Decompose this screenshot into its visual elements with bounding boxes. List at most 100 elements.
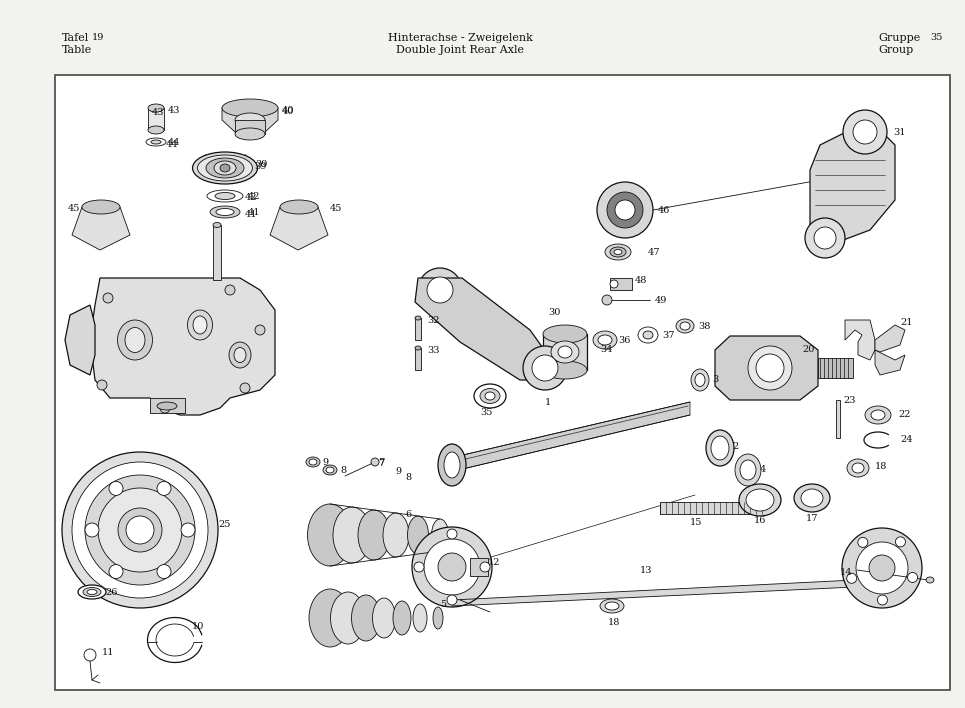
Bar	[818, 358, 853, 378]
Ellipse shape	[680, 322, 690, 330]
Text: 12: 12	[488, 558, 501, 567]
Ellipse shape	[865, 406, 891, 424]
Text: 46: 46	[658, 206, 671, 215]
Bar	[213, 225, 221, 280]
Ellipse shape	[234, 348, 246, 362]
Ellipse shape	[383, 513, 409, 557]
Text: 33: 33	[427, 346, 439, 355]
Ellipse shape	[323, 465, 337, 475]
Text: 19: 19	[92, 33, 104, 42]
Ellipse shape	[706, 430, 734, 466]
Ellipse shape	[691, 369, 709, 391]
Circle shape	[126, 516, 154, 544]
Ellipse shape	[235, 128, 265, 140]
Ellipse shape	[193, 316, 207, 334]
Text: 14: 14	[840, 568, 852, 577]
Text: Double Joint Rear Axle: Double Joint Rear Axle	[396, 45, 524, 55]
Ellipse shape	[393, 601, 411, 635]
Circle shape	[877, 595, 888, 605]
Circle shape	[225, 285, 235, 295]
Text: Group: Group	[878, 45, 913, 55]
Polygon shape	[875, 325, 905, 352]
Text: 35: 35	[480, 408, 492, 417]
Circle shape	[532, 355, 558, 381]
Ellipse shape	[146, 138, 166, 146]
Text: 17: 17	[806, 514, 818, 523]
Polygon shape	[222, 108, 278, 132]
Ellipse shape	[280, 200, 318, 214]
Text: 47: 47	[648, 248, 660, 257]
Circle shape	[424, 539, 480, 595]
Ellipse shape	[415, 346, 421, 350]
Circle shape	[255, 325, 265, 335]
Ellipse shape	[638, 327, 658, 343]
Text: 2: 2	[732, 442, 738, 451]
Ellipse shape	[676, 319, 694, 333]
Text: 40: 40	[282, 107, 294, 116]
Circle shape	[412, 527, 492, 607]
Ellipse shape	[433, 607, 443, 629]
Text: 48: 48	[635, 276, 648, 285]
Ellipse shape	[593, 331, 617, 349]
Circle shape	[748, 346, 792, 390]
Bar	[415, 318, 421, 340]
Text: 45: 45	[330, 204, 343, 213]
Ellipse shape	[474, 384, 506, 408]
Bar	[836, 400, 840, 438]
Text: 44: 44	[166, 140, 179, 149]
Ellipse shape	[407, 516, 428, 554]
Bar	[610, 278, 632, 290]
Circle shape	[85, 523, 99, 537]
Text: 4: 4	[760, 465, 766, 474]
Text: Tafel: Tafel	[62, 33, 89, 43]
Text: 7: 7	[378, 458, 384, 467]
Ellipse shape	[543, 325, 587, 343]
Text: 31: 31	[893, 128, 905, 137]
Text: 8: 8	[340, 466, 346, 475]
Ellipse shape	[83, 588, 101, 597]
Circle shape	[607, 192, 643, 228]
Text: 11: 11	[102, 648, 115, 657]
Text: 39: 39	[255, 160, 267, 169]
Ellipse shape	[229, 342, 251, 368]
Ellipse shape	[222, 99, 278, 117]
Text: 42: 42	[245, 193, 258, 202]
Circle shape	[62, 452, 218, 608]
Ellipse shape	[215, 193, 235, 200]
Text: 18: 18	[608, 618, 620, 627]
Ellipse shape	[333, 507, 371, 563]
Text: 9: 9	[395, 467, 401, 476]
Circle shape	[72, 462, 208, 598]
Ellipse shape	[926, 577, 934, 583]
Circle shape	[160, 403, 170, 413]
Text: 32: 32	[427, 316, 439, 325]
Circle shape	[907, 573, 918, 583]
Circle shape	[896, 537, 905, 547]
Circle shape	[843, 110, 887, 154]
Text: 42: 42	[248, 192, 261, 201]
Circle shape	[84, 649, 96, 661]
Ellipse shape	[206, 158, 244, 178]
Circle shape	[610, 280, 618, 288]
Ellipse shape	[82, 200, 120, 214]
Polygon shape	[715, 336, 818, 400]
Ellipse shape	[78, 585, 106, 599]
Ellipse shape	[480, 389, 500, 404]
Ellipse shape	[207, 190, 243, 202]
Polygon shape	[452, 580, 855, 606]
Ellipse shape	[847, 459, 869, 477]
Text: 36: 36	[618, 336, 630, 345]
Circle shape	[447, 529, 457, 539]
Circle shape	[438, 553, 466, 581]
Ellipse shape	[351, 595, 380, 641]
Circle shape	[856, 542, 908, 594]
Ellipse shape	[735, 454, 761, 486]
Text: 30: 30	[548, 308, 561, 317]
Bar	[150, 398, 185, 413]
Ellipse shape	[610, 247, 626, 257]
Ellipse shape	[551, 341, 579, 363]
Circle shape	[118, 508, 162, 552]
Circle shape	[240, 383, 250, 393]
Text: Hinterachse - Zweigelenk: Hinterachse - Zweigelenk	[388, 33, 533, 43]
Circle shape	[109, 564, 123, 578]
